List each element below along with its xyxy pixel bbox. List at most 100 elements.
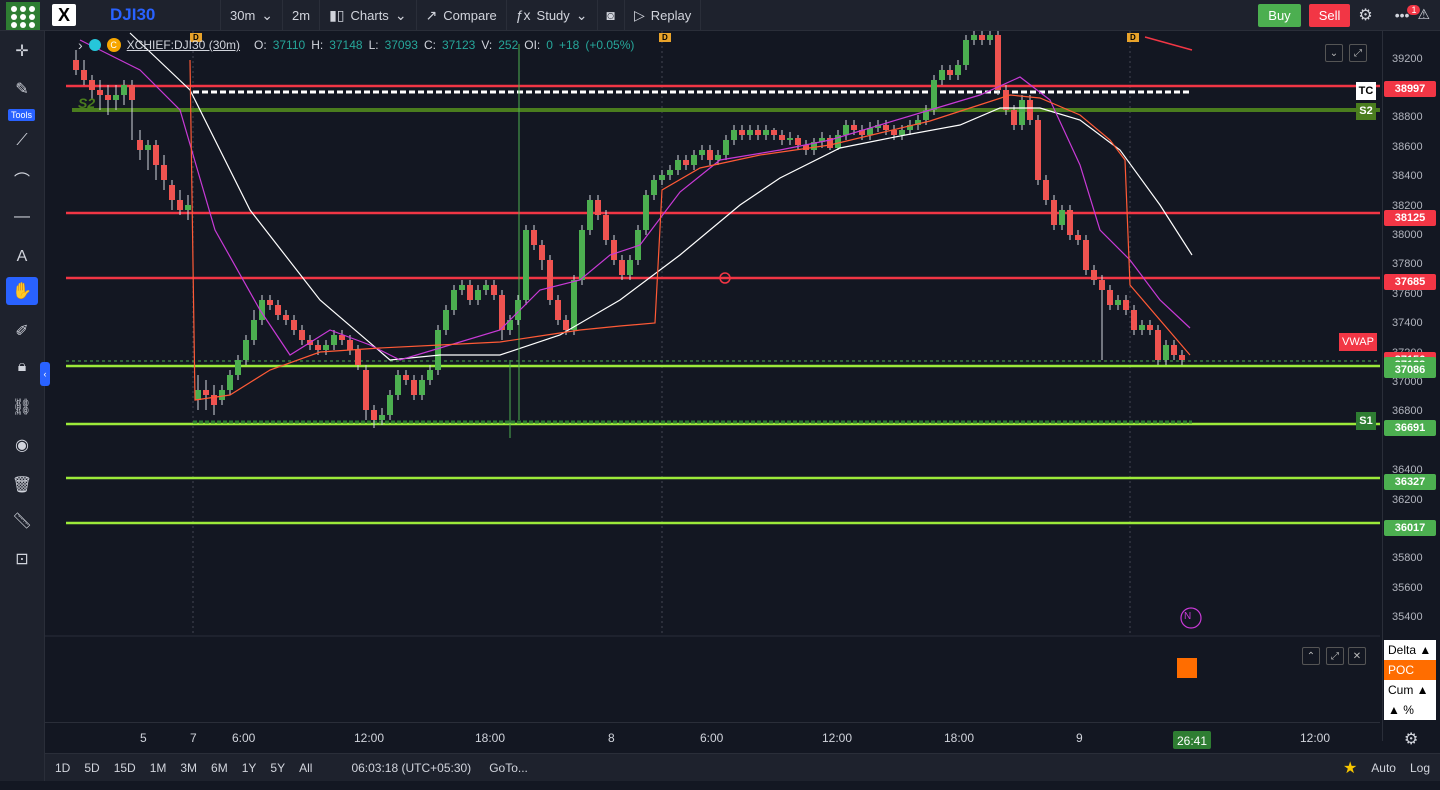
divider — [319, 0, 321, 30]
range-button-1y[interactable]: 1Y — [241, 761, 257, 775]
range-button-15d[interactable]: 15D — [113, 761, 136, 775]
collapse-pane-icon[interactable]: ⌄ — [1325, 44, 1343, 62]
settings-gear-icon[interactable]: ⚙ — [1404, 731, 1419, 748]
legend-h-label: H: — [311, 38, 324, 52]
link-icon[interactable]: ⛓ — [11, 399, 33, 416]
compare-label: Compare — [443, 7, 497, 23]
pct-item[interactable]: ▲ % — [1384, 700, 1436, 720]
d-marker: D — [1127, 33, 1139, 42]
price-tick-label: 36200 — [1392, 493, 1423, 506]
delta-item[interactable]: Delta ▲ — [1384, 640, 1436, 660]
range-button-1d[interactable]: 1D — [55, 761, 71, 775]
price-tick-label: 36400 — [1392, 464, 1423, 477]
candlestick-series — [73, 31, 1185, 428]
legend-oi: 0 — [546, 38, 553, 52]
alert-badge: 1 — [1407, 5, 1421, 15]
horizontal-line-icon[interactable]: — — [14, 208, 30, 225]
expand-arrow-icon[interactable]: › — [78, 37, 83, 53]
time-tick-label: 12:00 — [1300, 731, 1331, 745]
n-marker-icon — [1180, 607, 1202, 629]
time-tick-label: 8 — [608, 731, 615, 745]
price-level-tag: 38125 — [1384, 209, 1436, 226]
crosshair-icon[interactable]: ✛ — [15, 43, 29, 60]
divider — [505, 0, 507, 30]
auto-scale-button[interactable]: Auto — [1371, 761, 1396, 775]
hand-icon[interactable]: ✋ — [6, 277, 38, 305]
divider — [624, 0, 625, 30]
more-icon[interactable]: ••• — [1394, 7, 1410, 23]
pattern-icon[interactable]: ⌒ — [13, 173, 30, 190]
range-button-5y[interactable]: 5Y — [270, 761, 286, 775]
trash-icon[interactable]: 🗑︎ — [11, 477, 33, 494]
range-button-3m[interactable]: 3M — [180, 761, 198, 775]
legend-close: 37123 — [441, 38, 476, 52]
cum-item[interactable]: Cum ▲ — [1384, 680, 1436, 700]
eye-icon[interactable]: ◉ — [15, 437, 29, 454]
sell-button[interactable]: Sell — [1308, 3, 1351, 27]
goto-button[interactable]: GoTo... — [489, 761, 528, 775]
legend-oi-label: OI: — [524, 38, 541, 52]
compare-icon: ↗ — [425, 6, 438, 23]
price-tick-label: 37400 — [1392, 317, 1423, 330]
top-toolbar: X DJI30 30m ⌄ 2m ▮▯ Charts ⌄ ↗ Compare ƒx Stu… — [0, 0, 1440, 31]
measure-icon[interactable]: ⊡ — [15, 551, 29, 568]
ruler-icon[interactable]: 📏︎ — [11, 513, 33, 530]
price-chart[interactable] — [45, 31, 1380, 721]
replay-button[interactable]: ▷ Replay — [625, 0, 700, 30]
collapse-left-panel-button[interactable]: ‹ — [40, 362, 50, 386]
footer-strip — [0, 781, 1440, 790]
n-marker-label: N — [1184, 611, 1192, 622]
range-button-1m[interactable]: 1M — [149, 761, 167, 775]
gear-icon[interactable]: ⚙ — [1358, 7, 1373, 24]
price-level-tag: 38997 — [1384, 81, 1436, 98]
price-tick-label: 36800 — [1392, 405, 1423, 418]
trend-line-icon[interactable]: ⟋ — [16, 132, 28, 149]
close-subpane-icon[interactable]: ✕ — [1348, 647, 1366, 665]
range-button-5d[interactable]: 5D — [84, 761, 100, 775]
maximize-pane-icon[interactable]: ⤢ — [1349, 44, 1367, 62]
alert-icon[interactable]: ⚠ 1 — [1407, 5, 1430, 24]
range-button-6m[interactable]: 6M — [211, 761, 228, 775]
time-tick-label: 18:00 — [475, 731, 506, 745]
legend-symbol[interactable]: XCHIEF:DJI30 (30m) — [126, 38, 241, 52]
interval-dropdown[interactable]: 30m ⌄ — [221, 0, 282, 30]
log-scale-button[interactable]: Log — [1409, 761, 1430, 775]
buy-button[interactable]: Buy — [1258, 3, 1301, 27]
compare-button[interactable]: ↗ Compare — [417, 0, 506, 30]
fx-icon: ƒx — [515, 7, 531, 23]
price-tick-label: 38800 — [1392, 111, 1423, 124]
legend-high: 37148 — [329, 38, 363, 52]
clock[interactable]: 06:03:18 (UTC+05:30) — [351, 761, 472, 775]
price-axis[interactable] — [1382, 31, 1440, 741]
time-tick-label: 18:00 — [944, 731, 975, 745]
range-button-all[interactable]: All — [299, 761, 313, 775]
time-tick-label: 12:00 — [822, 731, 853, 745]
time-axis[interactable] — [45, 722, 1380, 753]
brush-icon[interactable]: ✐ — [15, 323, 29, 340]
legend-change: +18 — [558, 38, 580, 52]
lock-icon[interactable]: 🔒︎ — [17, 358, 27, 375]
study-dropdown[interactable]: ƒx Study ⌄ — [507, 0, 597, 30]
x-logo-icon[interactable]: X — [52, 4, 76, 26]
d-marker: D — [190, 33, 202, 42]
chevron-down-icon: ⌄ — [261, 6, 274, 23]
interval-2m-button[interactable]: 2m — [292, 7, 311, 23]
text-icon[interactable]: A — [16, 248, 28, 265]
s2-right-label: S2 — [1356, 103, 1376, 120]
app-logo[interactable] — [0, 0, 44, 30]
subpane-poc-marker — [1177, 658, 1197, 678]
maximize-subpane-icon[interactable]: ⤢ — [1326, 647, 1344, 665]
charts-dropdown[interactable]: ▮▯ Charts ⌄ — [320, 0, 415, 30]
symbol-search[interactable]: DJI30 — [110, 5, 156, 24]
time-tick-label: 12:00 — [354, 731, 385, 745]
instagram-button[interactable]: ◙ — [598, 0, 624, 30]
tc-label: TC — [1356, 82, 1376, 100]
chevron-up-icon[interactable]: ⌃ — [1302, 647, 1320, 665]
bottom-right-controls: ★ Auto Log — [1343, 754, 1440, 782]
pencil-icon[interactable]: ✎ — [15, 81, 29, 98]
poc-item[interactable]: POC — [1384, 660, 1436, 680]
legend-open: 37110 — [272, 38, 306, 52]
price-tick-label: 37600 — [1392, 287, 1423, 300]
price-level-tag: 37086 — [1384, 362, 1436, 379]
star-icon[interactable]: ★ — [1342, 760, 1358, 777]
